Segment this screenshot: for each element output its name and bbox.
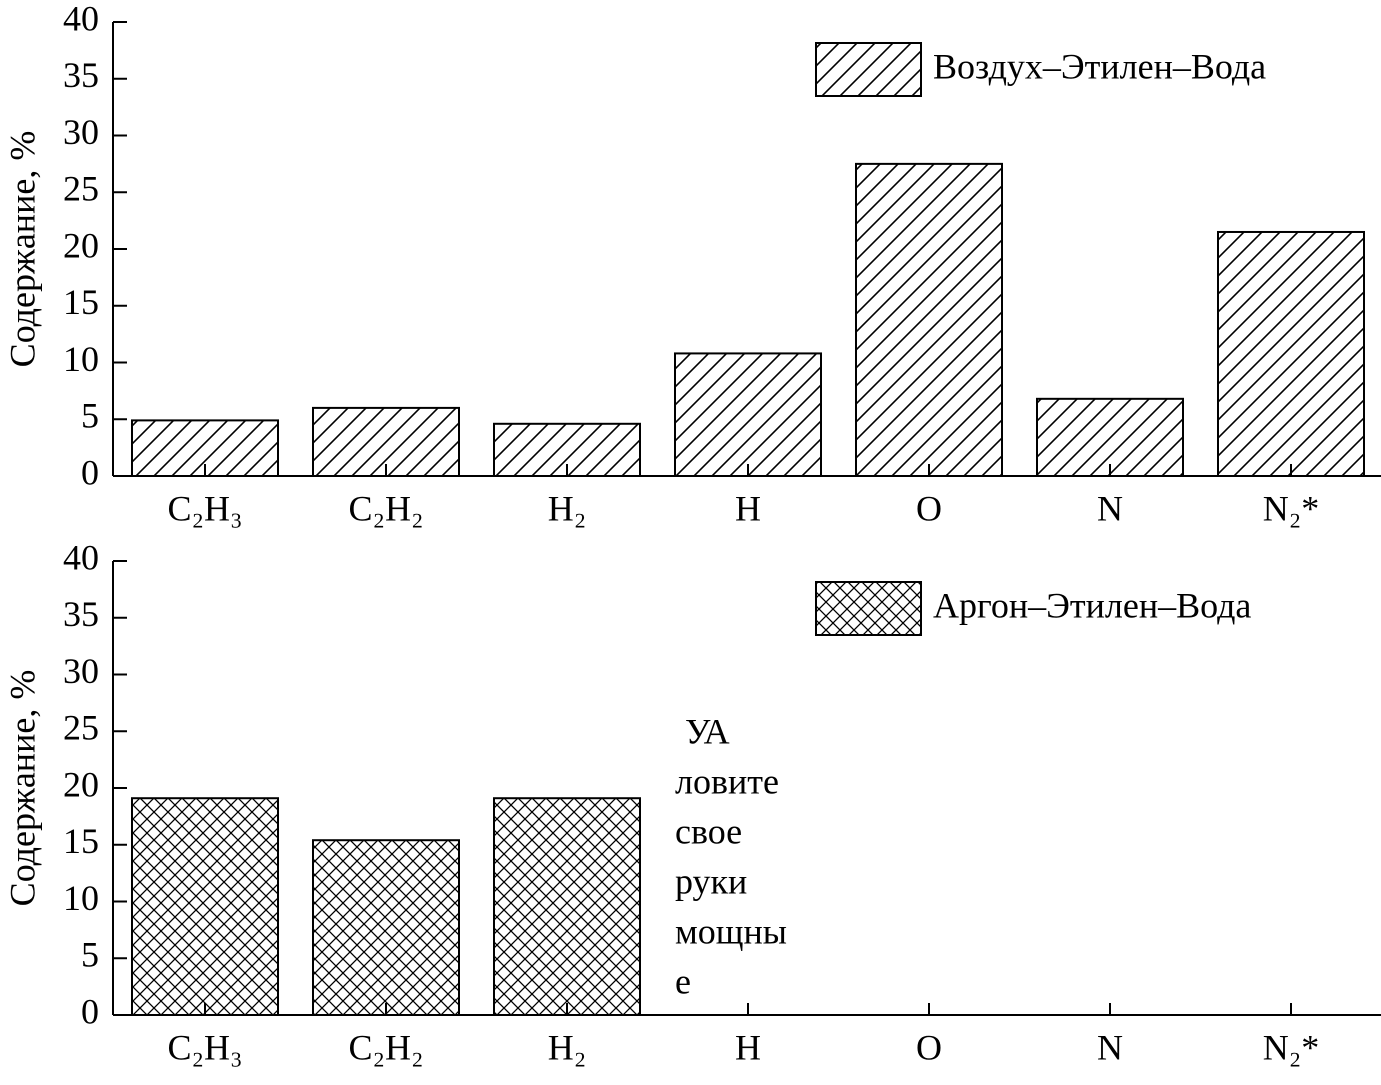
y-tick-label: 0	[81, 452, 99, 492]
x-tick-label: N₂*	[1263, 1027, 1320, 1067]
annotation: руки	[675, 861, 747, 901]
y-tick-label: 10	[63, 878, 99, 918]
bar	[493, 422, 641, 478]
y-tick-label: 25	[63, 708, 99, 748]
x-tick-label: N	[1097, 488, 1123, 528]
bar	[131, 419, 279, 478]
bar	[312, 406, 460, 477]
y-tick-label: 25	[63, 169, 99, 209]
x-tick-label: C₂H₂	[348, 1027, 423, 1067]
legend-label: Воздух–Этилен–Вода	[933, 46, 1266, 86]
bar	[674, 352, 822, 478]
x-tick-label: C₂H₃	[167, 1027, 242, 1067]
annotation: е	[675, 961, 691, 1001]
y-tick-label: 35	[63, 594, 99, 634]
y-tick-label: 20	[63, 225, 99, 265]
legend-label: Аргон–Этилен–Вода	[933, 585, 1251, 625]
y-tick-label: 5	[81, 935, 99, 975]
bar	[131, 797, 279, 1017]
x-tick-label: H	[735, 1027, 761, 1067]
x-tick-label: H₂	[548, 1027, 587, 1067]
x-tick-label: N	[1097, 1027, 1123, 1067]
annotation: свое	[675, 811, 742, 851]
x-tick-label: N₂*	[1263, 488, 1320, 528]
y-tick-label: 5	[81, 396, 99, 436]
bar	[1036, 397, 1184, 478]
y-tick-label: 40	[63, 537, 99, 577]
x-tick-label: H₂	[548, 488, 587, 528]
y-tick-label: 30	[63, 651, 99, 691]
y-tick-label: 40	[63, 0, 99, 38]
y-tick-label: 15	[63, 282, 99, 322]
y-tick-label: 10	[63, 339, 99, 379]
x-tick-label: C₂H₃	[167, 488, 242, 528]
y-tick-label: 15	[63, 821, 99, 861]
y-axis-label: Содержание, %	[2, 670, 42, 907]
annotation: ловите	[675, 761, 779, 801]
x-tick-label: C₂H₂	[348, 488, 423, 528]
y-tick-label: 30	[63, 112, 99, 152]
bar	[1217, 230, 1365, 477]
x-tick-label: O	[916, 488, 942, 528]
legend-swatch	[815, 42, 922, 97]
annotation: мощны	[675, 911, 787, 951]
x-tick-label: H	[735, 488, 761, 528]
y-axis-label: Содержание, %	[2, 131, 42, 368]
y-tick-label: 35	[63, 55, 99, 95]
bar	[493, 797, 641, 1017]
legend-swatch	[815, 581, 922, 636]
annotation: УА	[685, 711, 730, 751]
bar	[855, 162, 1003, 477]
x-tick-label: O	[916, 1027, 942, 1067]
bar	[312, 839, 460, 1017]
y-tick-label: 0	[81, 991, 99, 1031]
y-tick-label: 20	[63, 764, 99, 804]
